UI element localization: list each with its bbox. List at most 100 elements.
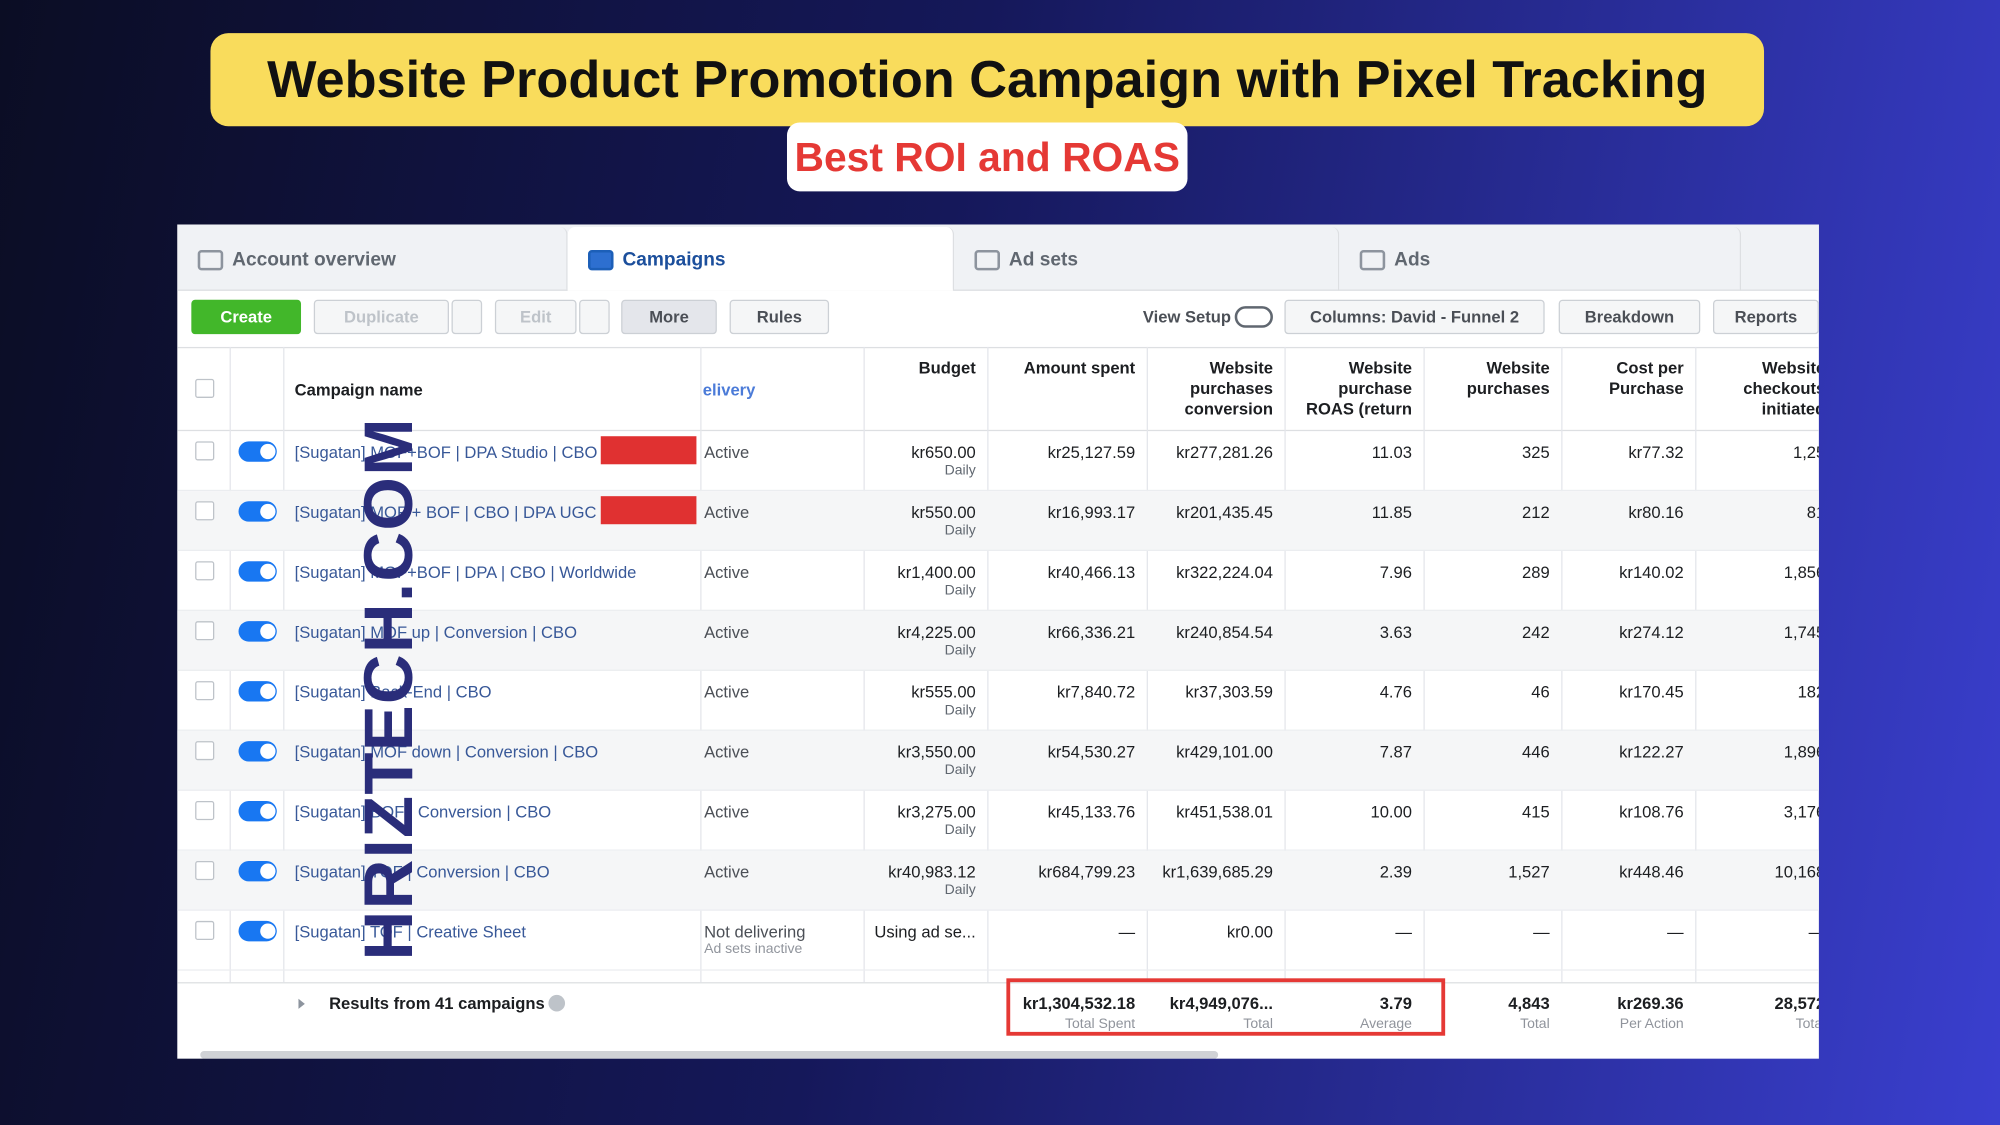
campaign-name[interactable]: [Sugatan] Back-End | CBO [294,682,492,702]
checkbox[interactable] [195,741,215,761]
campaign-name[interactable]: [Sugatan] MOF+BOF | DPA Studio | CBO | [294,442,607,462]
total-note: Total [1795,1016,1819,1032]
cell-budget: kr3,275.00 [897,802,976,822]
cell-cost: kr140.02 [1619,562,1684,582]
checkbox[interactable] [195,920,215,941]
campaign-name[interactable]: [Sugatan] MOF up | Conversion | CBO [294,622,577,642]
view-setup-toggle[interactable] [1234,306,1273,328]
table-row [177,730,1819,791]
checkbox[interactable] [195,801,215,821]
toggle-knob [260,743,276,759]
cell-budget: kr650.00 [911,442,976,462]
more-button[interactable]: More [621,299,717,335]
cell-budget: Using ad se... [874,922,976,942]
budget-note: Daily [944,522,976,539]
table-row [177,850,1819,911]
cell-checkouts: 81 [1806,502,1819,522]
cell-checkouts: 1,745 [1783,622,1819,642]
cell-amount-spent: kr40,466.13 [1047,562,1136,582]
tab[interactable] [567,227,955,291]
budget-note: Daily [944,822,976,839]
tab[interactable] [1339,227,1742,291]
cell-roas: — [1395,922,1412,942]
delivery-status: Not delivering [704,922,806,942]
tab[interactable] [954,227,1340,291]
tab[interactable] [177,227,568,291]
subtitle-banner: Best ROI and ROAS [786,122,1188,192]
checkbox[interactable] [195,378,215,398]
delivery-status: Active [704,622,750,642]
total-checkouts: 28,572 [1774,993,1819,1013]
column-header: elivery [702,380,756,400]
tab-label: Ad sets [1008,248,1079,271]
watermark: HRIZTECH.COM [350,417,428,961]
cell-amount-spent: kr54,530.27 [1047,742,1136,762]
cell-budget: kr550.00 [911,502,976,522]
duplicate-button[interactable]: Duplicate [313,299,449,335]
cell-roas: 2.39 [1379,862,1412,882]
breakdown-button[interactable]: Breakdown [1558,299,1701,335]
cell-purchases: 212 [1522,502,1550,522]
tab-label: Ads [1394,248,1431,271]
budget-note: Daily [944,882,976,898]
campaign-name[interactable]: [Sugatan] TOF | Creative Sheet [294,922,527,942]
column-header: Amount spent [1023,358,1136,378]
campaign-name[interactable]: [Sugatan] MOF down | Conversion | CBO [294,742,599,762]
table-row [177,671,1819,731]
checkbox[interactable] [195,681,215,701]
table-row [177,791,1819,851]
checkbox[interactable] [195,860,215,881]
budget-note: Daily [944,702,976,719]
reports-button[interactable]: Reports [1713,299,1819,335]
budget-note: Daily [944,463,976,479]
create-button[interactable]: Create [191,299,302,335]
cell-conversion: kr240,854.54 [1176,622,1273,642]
cell-purchases: 289 [1522,562,1550,582]
cell-conversion: kr277,281.26 [1176,442,1273,462]
columns-button[interactable]: Columns: David - Funnel 2 [1284,299,1545,335]
checkbox[interactable] [195,501,215,521]
rules-button[interactable]: Rules [729,299,830,335]
toggle-knob [260,563,276,580]
checkbox[interactable] [195,621,215,641]
highlight-box [1006,978,1446,1036]
campaign-name[interactable]: [Sugatan] MOF+BOF | DPA | CBO | Worldwid… [294,562,637,582]
cell-amount-spent: kr7,840.72 [1056,682,1136,702]
column-header: Website purchases conversion [1184,358,1273,419]
cell-budget: kr4,225.00 [897,622,976,642]
cell-roas: 10.00 [1370,802,1412,822]
campaign-name[interactable]: [Sugatan] MOF + BOF | CBO | DPA UGC | [294,502,606,522]
tab-icon [197,249,224,271]
cell-checkouts: 1,25 [1792,442,1819,462]
toggle-knob [260,443,276,460]
dropdown[interactable] [579,299,610,335]
campaign-name[interactable]: [Sugatan] TOF | Conversion | CBO [294,862,550,882]
checkbox[interactable] [195,441,215,461]
cell-purchases: 1,527 [1508,862,1550,882]
checkbox[interactable] [195,561,215,581]
cell-amount-spent: kr684,799.23 [1038,862,1136,882]
delivery-status: Active [704,562,750,582]
cell-purchases: 242 [1522,622,1550,642]
campaign-name[interactable]: [Sugatan] BOF | Conversion | CBO [294,802,552,822]
cell-cost: kr170.45 [1619,682,1684,702]
dropdown[interactable] [451,299,483,335]
cell-conversion: kr201,435.45 [1176,502,1273,522]
total-note: Total Spent [1064,1016,1136,1032]
cell-conversion: kr322,224.04 [1176,562,1273,582]
cell-cost: kr77.32 [1628,442,1684,462]
delivery-status: Active [704,442,750,462]
subtitle: Best ROI and ROAS [794,133,1181,180]
delivery-status: Active [704,742,750,762]
cell-cost: kr80.16 [1628,502,1684,522]
table-row [177,610,1819,671]
edit-button[interactable]: Edit [494,299,577,335]
column-header: Budget [918,358,976,378]
cell-cost: kr274.12 [1619,622,1684,642]
cell-cost: — [1667,922,1684,942]
toggle-knob [260,683,276,699]
cell-cost: kr448.46 [1619,862,1684,882]
budget-note: Daily [944,582,976,599]
delivery-note: Ad sets inactive [704,941,803,957]
